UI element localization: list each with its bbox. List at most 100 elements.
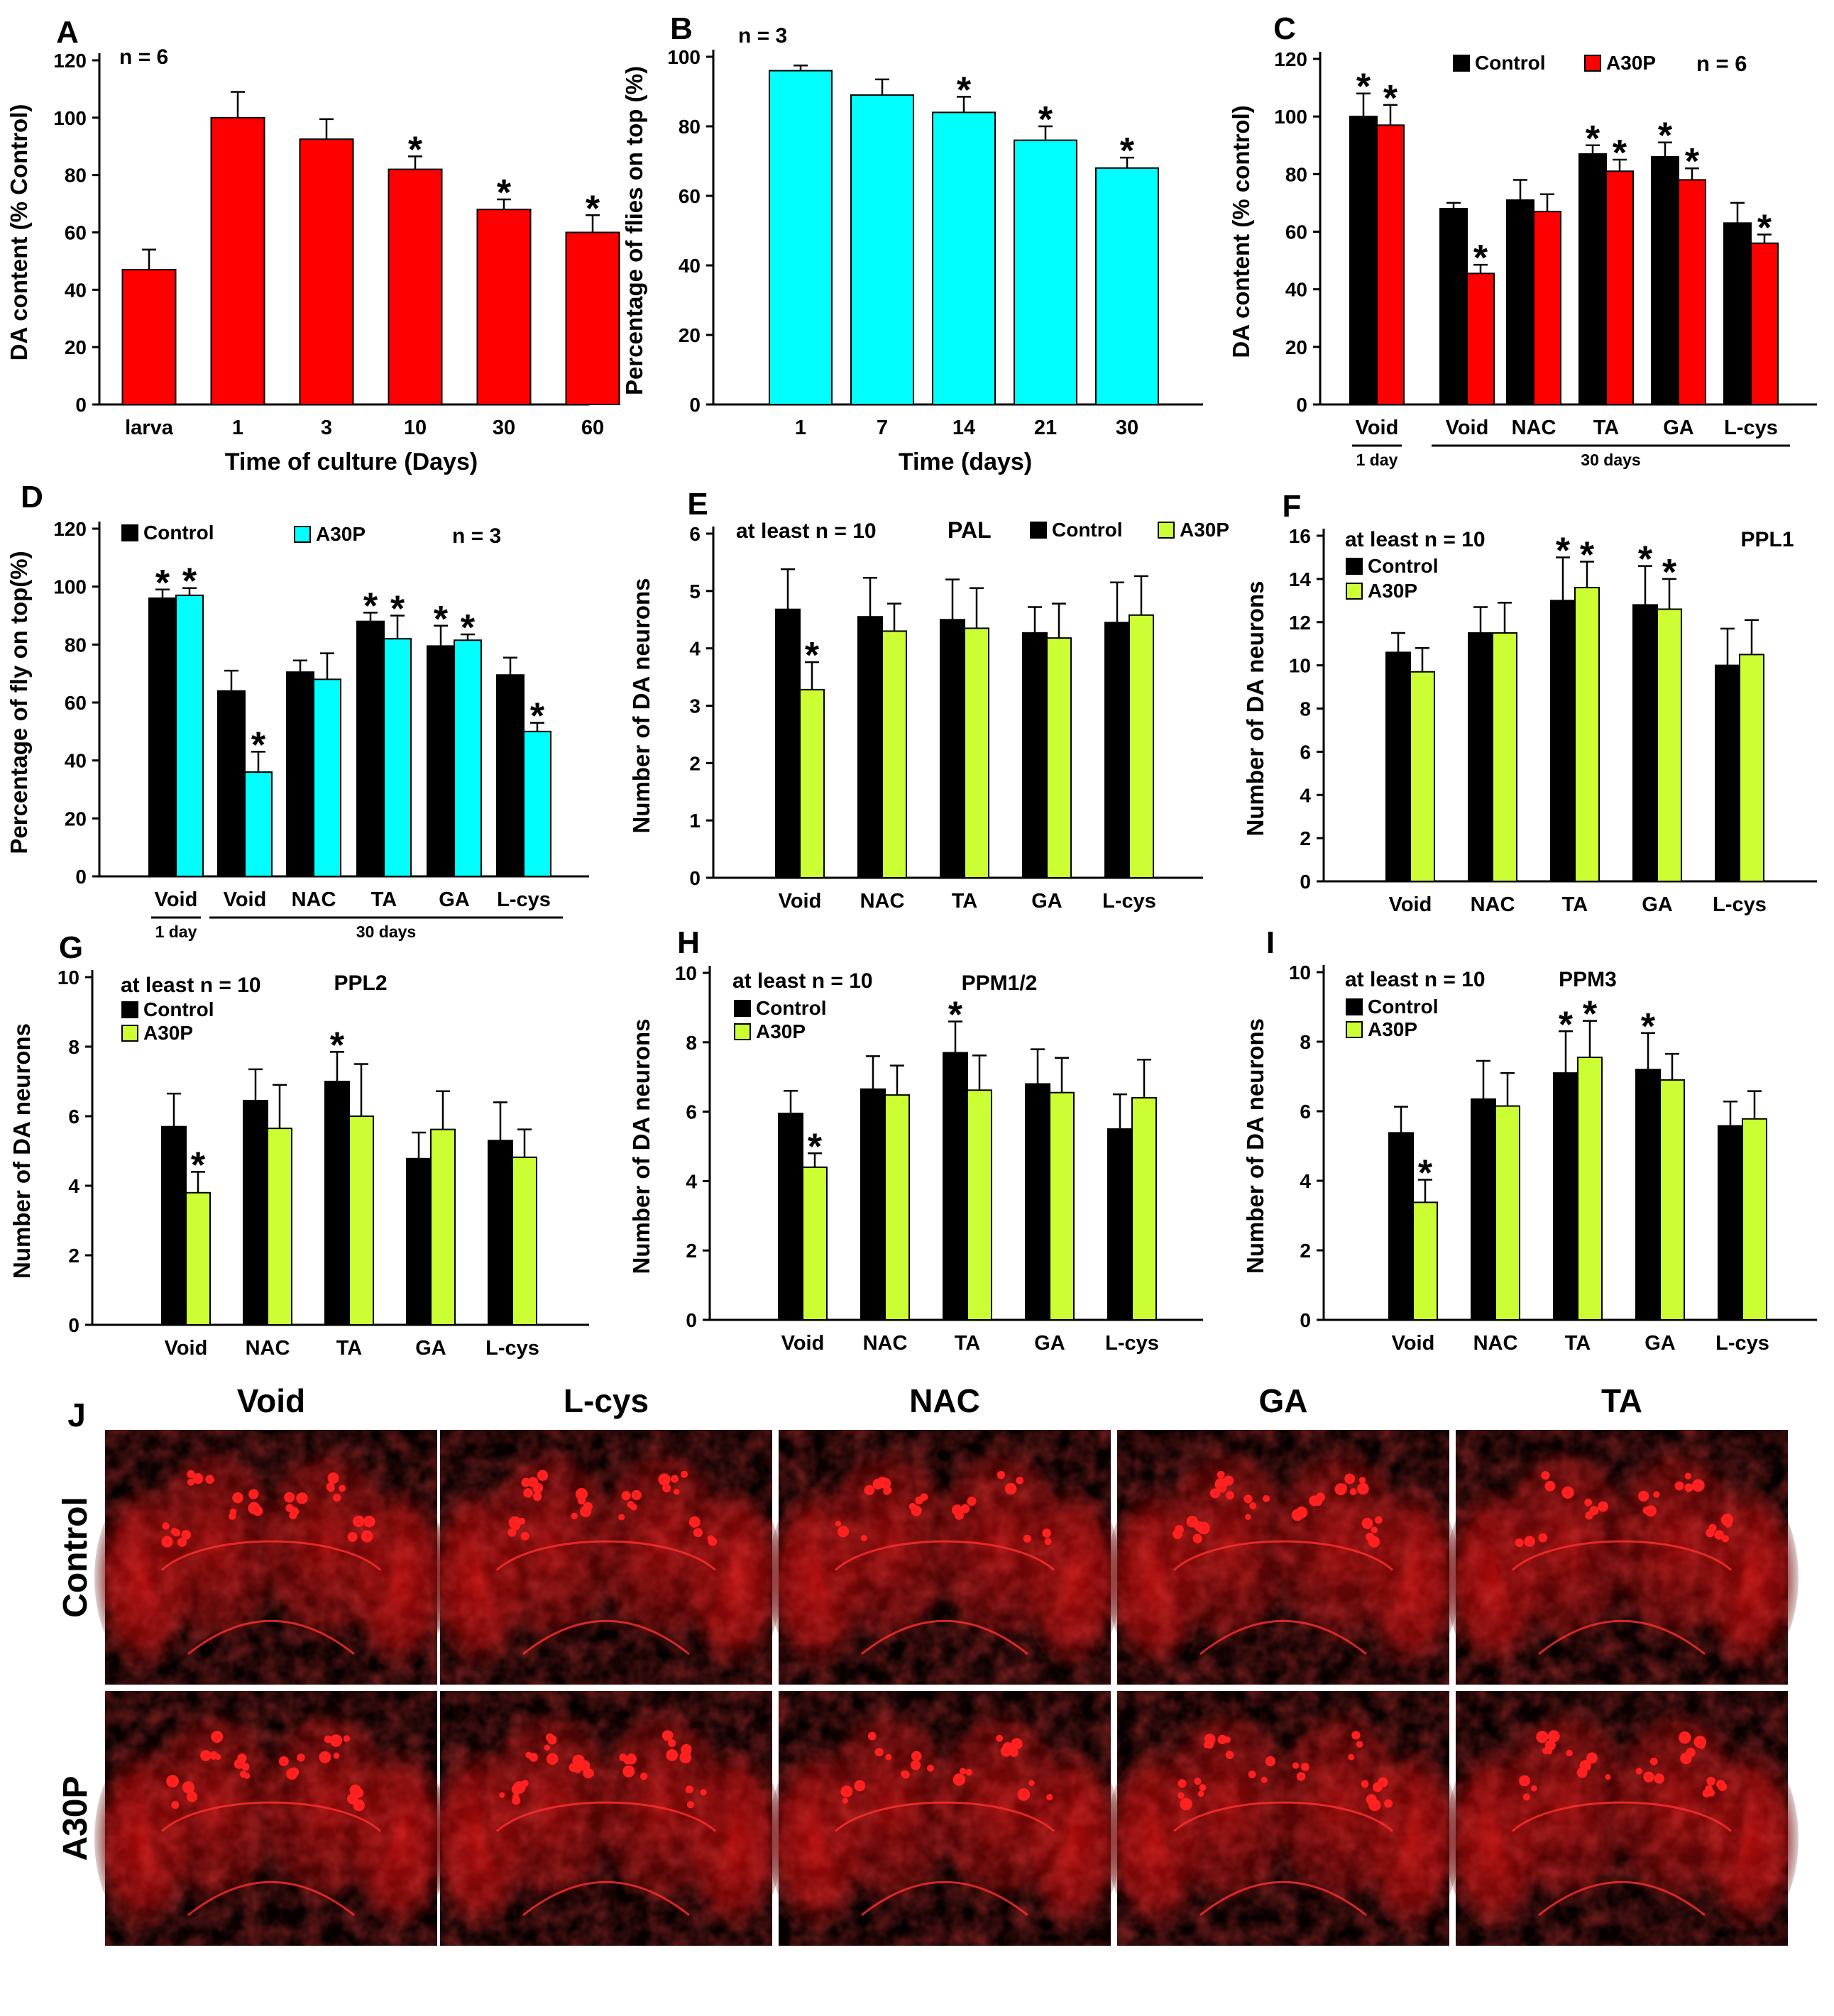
da-neuron [1044,1538,1052,1546]
significance-asterisk: * [390,589,405,630]
da-neuron [1017,1788,1031,1801]
x-tick-label: larva [125,417,174,439]
x-tick-label: 14 [952,417,975,439]
bar-a30p-1 [1492,632,1517,882]
legend-swatch [121,524,138,541]
y-tick-label: 20 [679,324,701,346]
da-neuron [1541,1471,1550,1480]
da-neuron [575,1487,588,1501]
da-neuron [1524,1536,1535,1547]
da-neuron [854,1780,866,1792]
da-neuron [1358,1477,1366,1484]
y-tick-label: 6 [1300,741,1311,763]
da-neuron [1649,1757,1658,1766]
micrograph-a30p-ga [1107,1691,1460,1946]
da-neuron [1361,1780,1369,1788]
y-tick-label: 3 [689,695,701,717]
da-neuron [1536,1731,1549,1744]
bar-a30p-5 [523,730,551,878]
x-tick-label: 7 [877,417,888,439]
da-neuron [622,1765,635,1778]
y-tick-label: 80 [1285,163,1307,185]
da-neuron [285,1504,295,1513]
x-tick-label: GA [1031,890,1062,913]
significance-asterisk: * [1038,99,1053,141]
legend-label: Control [143,998,214,1020]
x-tick-label: TA [1562,893,1588,916]
y-tick-label: 20 [1285,336,1307,358]
da-neuron [1197,1790,1204,1797]
da-neuron [1261,1776,1268,1783]
bar-control-1 [860,1088,886,1321]
da-neuron [1707,1789,1715,1797]
bar-control-0 [778,1113,803,1321]
chart-panel-e: E 0 1 2 3 4 5 6 Number of DA neurons * Void NAC TA GA… [628,487,1229,913]
da-neuron [573,1764,582,1773]
region-label: PPL1 [1740,528,1794,551]
da-neuron [960,1504,970,1514]
da-neuron [571,1512,578,1520]
da-neuron [630,1503,637,1511]
neuron-tract [1199,1880,1367,1917]
da-neuron [507,1528,517,1537]
y-tick-label: 12 [1289,612,1311,634]
da-neuron [884,1486,892,1494]
da-neuron [243,1773,251,1779]
da-neuron [521,1477,531,1487]
tissue-texture [440,1430,772,1685]
da-neuron [361,1530,373,1543]
x-tick-label: GA [415,1337,446,1360]
da-neuron [186,1791,197,1802]
y-tick-label: 8 [1300,698,1311,720]
x-tick-label: NAC [1512,417,1556,439]
y-tick-label: 20 [65,336,87,358]
da-neuron [171,1800,180,1810]
y-tick-label: 60 [679,185,701,207]
da-neuron [278,1756,289,1767]
y-tick-label: 2 [68,1245,79,1267]
bar-a30p-3 [1657,608,1682,882]
x-tick-label: NAC [1473,1332,1518,1355]
da-neuron [952,1773,966,1786]
bar-a30p-3 [1046,637,1072,878]
da-neuron [1296,1772,1306,1781]
da-neuron [343,1735,351,1742]
neuron-tract [161,1540,381,1571]
y-tick-label: 4 [1300,1170,1311,1192]
y-axis-title: DA content (% Control) [6,104,32,361]
da-neuron [1544,1480,1556,1492]
neuron-tract [861,1619,1028,1656]
x-tick-label: 21 [1034,417,1057,439]
n-label: at least n = 10 [1345,968,1486,991]
da-neuron [835,1521,842,1527]
n-label: at least n = 10 [121,974,261,997]
legend-label: A30P [143,1022,193,1044]
bar-a30p-2 [348,1116,374,1326]
significance-asterisk: * [1120,131,1135,172]
y-tick-label: 0 [68,1314,79,1336]
da-neuron [532,1492,542,1502]
da-neuron [1579,1760,1591,1772]
x-tick-label: L-cys [1724,417,1778,439]
significance-asterisk: * [1356,67,1371,108]
panel-label-j: J [67,1397,86,1433]
bar-a30p-2 [1574,587,1600,882]
column-label: Void [237,1382,305,1419]
da-neuron [296,1492,308,1504]
micrograph-panel-j: J Void L-cys NAC GA TA Control A30P [57,1382,1799,1946]
region-label: PPM1/2 [962,971,1038,995]
da-neuron [333,1752,340,1759]
x-tick-label: GA [1034,1332,1065,1355]
da-neuron [200,1750,212,1761]
bar-control-1 [217,690,246,878]
bar-a30p-1 [1466,272,1495,405]
group-label: 1 day [1356,451,1398,469]
significance-asterisk: * [182,561,197,602]
row-label: A30P [57,1775,94,1861]
da-neuron [333,1493,341,1502]
legend-label: Control [1368,996,1439,1018]
da-neuron [681,1470,688,1478]
tissue-texture [105,1430,437,1685]
y-tick-label: 10 [1289,962,1311,984]
